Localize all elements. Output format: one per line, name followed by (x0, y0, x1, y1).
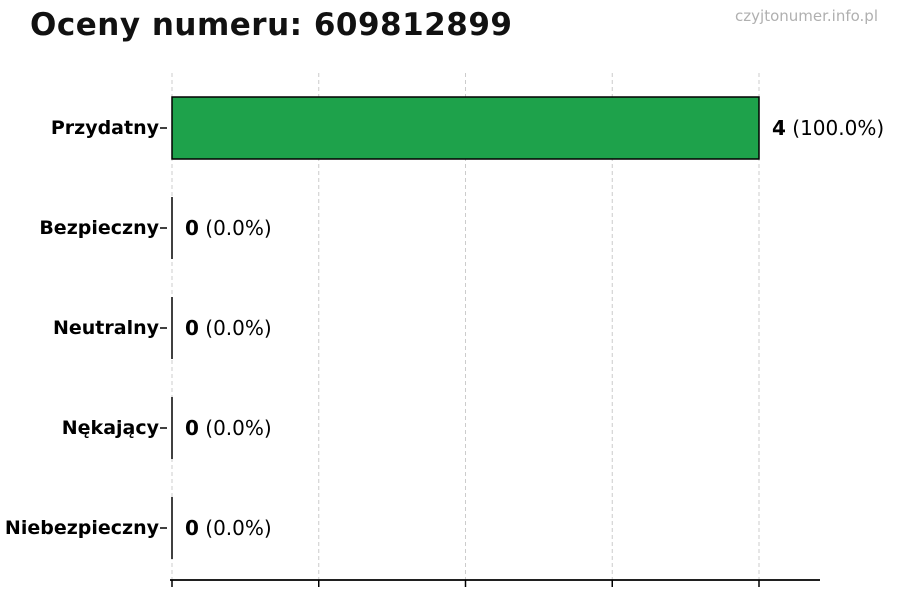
value-count: 0 (185, 516, 199, 540)
value-label: 0 (0.0%) (185, 516, 272, 540)
value-label: 0 (0.0%) (185, 316, 272, 340)
value-count: 0 (185, 216, 199, 240)
bar (171, 96, 760, 160)
value-percentage: (100.0%) (786, 116, 884, 140)
page-title: Oceny numeru: 609812899 (30, 7, 513, 43)
value-percentage: (0.0%) (199, 216, 272, 240)
value-label: 0 (0.0%) (185, 416, 272, 440)
value-label: 4 (100.0%) (772, 116, 884, 140)
category-label: Nękający (62, 417, 160, 439)
value-count: 0 (185, 416, 199, 440)
value-percentage: (0.0%) (199, 516, 272, 540)
watermark-link: czyjtonumer.info.pl (735, 7, 878, 25)
category-label: Niebezpieczny (5, 517, 160, 539)
value-percentage: (0.0%) (199, 416, 272, 440)
category-label: Neutralny (53, 317, 160, 339)
category-label: Bezpieczny (39, 217, 159, 239)
value-percentage: (0.0%) (199, 316, 272, 340)
value-label: 0 (0.0%) (185, 216, 272, 240)
value-count: 4 (772, 116, 786, 140)
category-label: Przydatny (51, 117, 160, 139)
value-count: 0 (185, 316, 199, 340)
